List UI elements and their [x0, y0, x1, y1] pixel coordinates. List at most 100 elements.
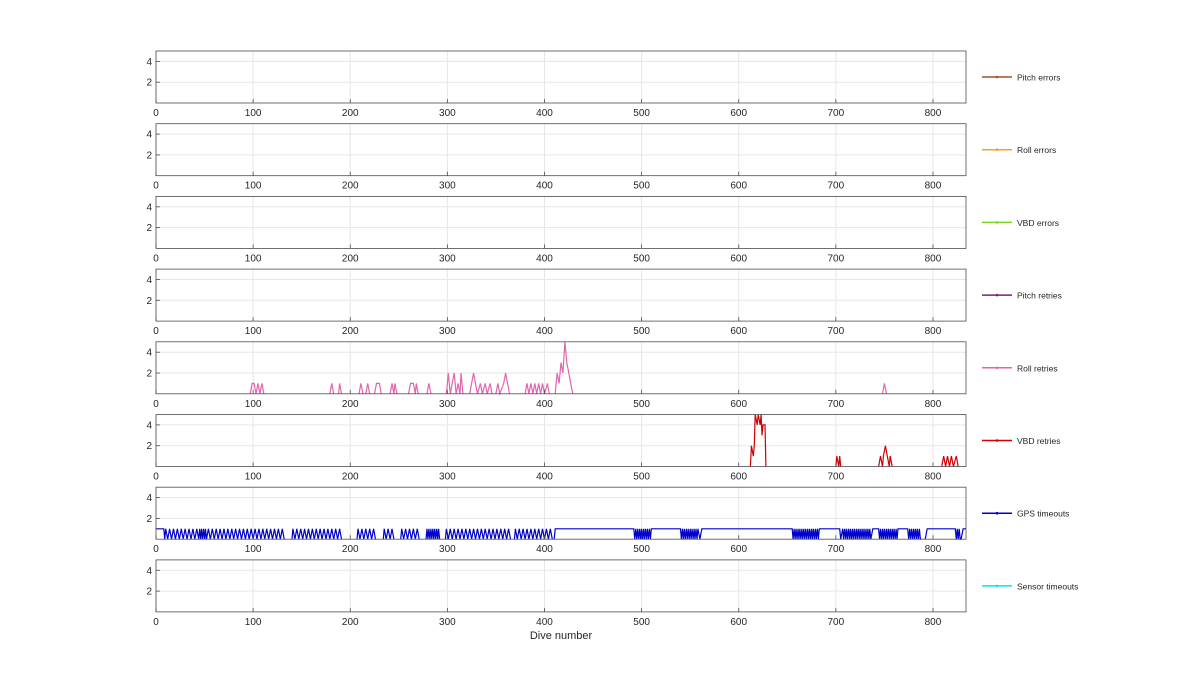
panel: 0 100 200 300 400 500 600 700 800 2 4 GPS timeouts [146, 486, 1069, 555]
x-tick-label: 200 [342, 181, 359, 192]
series-line [373, 382, 382, 394]
y-tick-label: 2 [146, 587, 152, 598]
legend-label: Roll errors [1017, 145, 1056, 155]
plot-area [156, 123, 966, 176]
axes-box [155, 50, 967, 104]
legend-marker [995, 293, 999, 297]
x-tick-label: 300 [439, 108, 456, 119]
x-tick-label: 0 [153, 108, 159, 119]
x-tick-label: 300 [439, 399, 456, 410]
x-tick-label: 100 [245, 253, 262, 264]
series-line [881, 383, 887, 394]
x-tick-label: 400 [536, 472, 553, 483]
series-line [365, 383, 371, 394]
axes-box [155, 559, 967, 613]
panel: 0 100 200 300 400 500 600 700 800 2 4 Sensor timeou… [146, 559, 1078, 628]
x-tick-label: 100 [245, 108, 262, 119]
x-tick-label: 400 [536, 617, 553, 628]
x-tick-label: 400 [536, 544, 553, 555]
y-tick-label: 4 [146, 348, 152, 359]
x-tick-label: 200 [342, 544, 359, 555]
legend-label: Sensor timeouts [1017, 581, 1078, 591]
x-tick-label: 600 [730, 617, 747, 628]
y-tick-label: 2 [146, 223, 152, 234]
x-tick-label: 600 [730, 181, 747, 192]
x-tick-label: 0 [153, 326, 159, 337]
x-tick-label: 800 [925, 181, 942, 192]
x-tick-label: 500 [633, 181, 650, 192]
x-tick-label: 800 [925, 108, 942, 119]
series-line [382, 528, 395, 540]
x-tick-label: 700 [828, 399, 845, 410]
x-tick-label: 400 [536, 253, 553, 264]
series-line [338, 383, 343, 394]
x-tick-label: 200 [342, 472, 359, 483]
series-line [425, 528, 441, 540]
x-tick-label: 0 [153, 253, 159, 264]
x-tick-label: 0 [153, 472, 159, 483]
x-tick-label: 300 [439, 544, 456, 555]
series-line [553, 528, 922, 540]
series-line [407, 382, 419, 394]
x-tick-label: 800 [925, 399, 942, 410]
x-tick-label: 600 [730, 253, 747, 264]
panel: 0 100 200 300 400 500 600 700 800 2 4 VBD retries [146, 414, 1060, 483]
x-tick-label: 500 [633, 544, 650, 555]
x-tick-label: 800 [925, 617, 942, 628]
axes-box [155, 268, 967, 322]
legend-marker [995, 439, 999, 442]
y-tick-label: 4 [146, 57, 152, 68]
series-line [445, 372, 464, 394]
x-tick-label: 800 [925, 544, 942, 555]
axes-box [155, 341, 967, 395]
legend-marker [995, 75, 999, 79]
legend-label: Pitch errors [1017, 73, 1060, 83]
x-tick-label: 100 [245, 399, 262, 410]
series-line [291, 528, 343, 540]
x-axis-label: Dive number [530, 630, 593, 642]
plot-area [156, 269, 966, 322]
x-tick-label: 400 [536, 181, 553, 192]
x-tick-label: 500 [633, 399, 650, 410]
x-tick-label: 500 [633, 326, 650, 337]
x-tick-label: 700 [828, 472, 845, 483]
x-tick-label: 600 [730, 399, 747, 410]
x-tick-label: 400 [536, 108, 553, 119]
x-tick-label: 100 [245, 472, 262, 483]
x-tick-label: 300 [439, 472, 456, 483]
x-tick-label: 800 [925, 253, 942, 264]
legend-label: VBD retries [1017, 436, 1060, 446]
x-tick-label: 700 [828, 326, 845, 337]
x-tick-label: 100 [245, 544, 262, 555]
x-tick-label: 600 [730, 544, 747, 555]
series-line [878, 445, 893, 467]
axes-box [155, 195, 967, 249]
x-tick-label: 200 [342, 326, 359, 337]
plot-area [156, 559, 966, 612]
y-tick-label: 4 [146, 130, 152, 141]
x-tick-label: 100 [245, 617, 262, 628]
y-tick-label: 4 [146, 566, 152, 577]
x-tick-label: 100 [245, 326, 262, 337]
legend-label: VBD errors [1017, 218, 1059, 228]
plot-area [156, 487, 966, 540]
legend-marker [995, 148, 999, 151]
y-tick-label: 2 [146, 78, 152, 89]
series-line [329, 383, 335, 394]
axes-box [155, 414, 967, 467]
legend-marker [995, 366, 999, 370]
series-line [356, 528, 377, 540]
x-tick-label: 700 [828, 253, 845, 264]
x-tick-label: 200 [342, 253, 359, 264]
x-tick-label: 700 [828, 544, 845, 555]
legend-label: Roll retries [1017, 363, 1058, 373]
x-tick-label: 400 [536, 399, 553, 410]
x-tick-label: 300 [439, 617, 456, 628]
x-tick-label: 200 [342, 617, 359, 628]
x-tick-label: 500 [633, 472, 650, 483]
series-line [495, 372, 511, 397]
x-tick-label: 500 [633, 617, 650, 628]
legend-marker [995, 584, 999, 588]
series-line [426, 383, 432, 394]
